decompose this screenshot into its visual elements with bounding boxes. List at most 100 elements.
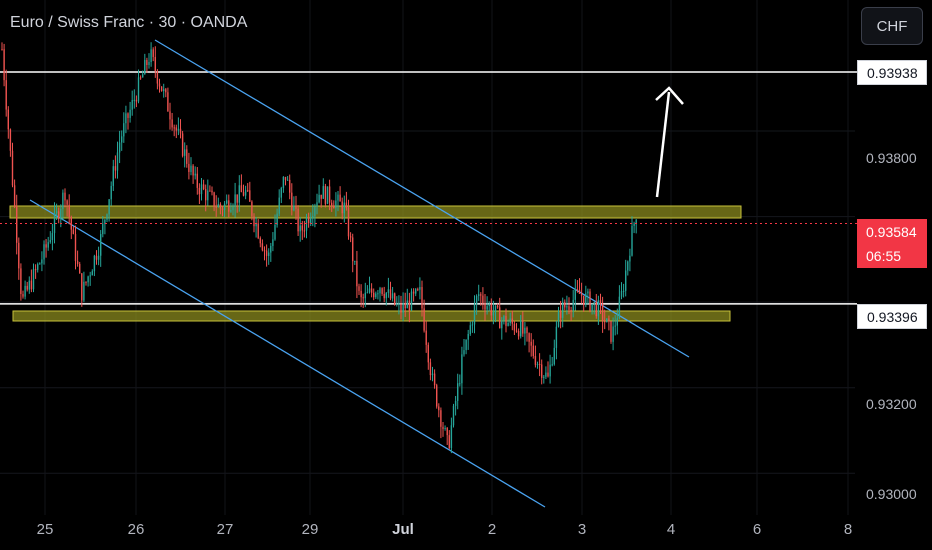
candle-body (129, 109, 131, 118)
candle-body (463, 350, 465, 355)
candle-body (116, 152, 119, 171)
candle-body (16, 206, 18, 243)
candle-body (589, 291, 591, 311)
resistance-price-badge: 0.93938 (857, 60, 927, 85)
candle-body (417, 289, 419, 291)
candle-body (545, 372, 547, 377)
candle-body (515, 330, 518, 332)
candle-body (255, 223, 257, 227)
candle-body (114, 166, 117, 171)
candle-body (47, 242, 49, 248)
candle-body (385, 292, 387, 299)
candle-body (265, 250, 268, 256)
currency-button[interactable]: CHF (861, 7, 923, 45)
candle-body (238, 185, 240, 203)
candle-body (490, 304, 492, 316)
candle-body (268, 252, 270, 256)
candle-body (64, 192, 66, 201)
candle-body (452, 405, 455, 426)
candle-body (354, 260, 356, 262)
candle-body (461, 354, 463, 384)
candle-body (616, 318, 618, 326)
candle-body (505, 316, 507, 326)
candle-body (379, 288, 381, 294)
candle-body (169, 111, 171, 120)
candle-body (26, 285, 28, 290)
descending-channel[interactable] (29, 39, 690, 508)
candle-body (564, 302, 566, 308)
candle-body (104, 219, 106, 224)
candle-body (555, 326, 558, 348)
candle-body (478, 294, 480, 296)
candle-body (272, 239, 274, 246)
x-tick-label: 6 (752, 521, 762, 538)
candle-body (576, 289, 579, 291)
candle-body (310, 218, 312, 224)
candle-body (391, 293, 394, 299)
candle-body (133, 99, 135, 101)
candle-body (1, 49, 3, 51)
candle-body (536, 363, 539, 365)
candle-body (123, 123, 125, 137)
candle-body (599, 300, 602, 304)
up-arrow-annotation[interactable] (655, 86, 684, 198)
channel-lower-line (29, 199, 546, 508)
resistance-zone (9, 205, 742, 219)
candle-body (436, 385, 438, 407)
candle-body (240, 185, 243, 193)
candle-body (74, 234, 77, 261)
candle-body (593, 301, 595, 304)
candle-body (223, 203, 226, 211)
candle-body (202, 184, 205, 190)
horizontal-levels (0, 71, 857, 305)
candle-body (532, 345, 534, 356)
candle-body (303, 230, 306, 232)
candle-body (469, 325, 471, 334)
candle-body (72, 229, 75, 235)
candle-body (79, 263, 81, 274)
candle-body (513, 323, 516, 331)
candle-body (387, 289, 390, 293)
candle-body (274, 224, 276, 240)
candle-body (95, 255, 98, 260)
candle-body (146, 60, 148, 66)
candle-body (247, 190, 249, 192)
candle-body (236, 194, 238, 203)
candle-body (622, 290, 625, 292)
candle-body (499, 307, 501, 329)
x-tick-label: Jul (392, 521, 414, 538)
candle-body (85, 281, 87, 283)
x-tick-label: 2 (487, 521, 497, 538)
candle-body (559, 311, 562, 318)
candle-body (343, 202, 345, 214)
candle-body (58, 211, 60, 219)
candle-body (154, 56, 156, 72)
candle-body (93, 255, 96, 272)
candle-body (492, 312, 495, 316)
x-tick-label: 26 (127, 521, 145, 538)
candle-body (68, 204, 70, 218)
candle-body (526, 327, 528, 334)
candle-body (232, 207, 234, 211)
candle-body (297, 208, 299, 232)
candle-body (307, 218, 310, 224)
candle-body (49, 240, 51, 243)
candle-body (421, 287, 423, 309)
candle-body (62, 192, 64, 209)
support-price-badge: 0.93396 (857, 304, 927, 329)
candle-body (219, 204, 222, 209)
candle-body (253, 216, 255, 227)
candle-body (150, 49, 152, 63)
candle-body (209, 190, 211, 192)
candle-body (110, 185, 112, 200)
candle-body (610, 321, 612, 342)
candle-body (549, 364, 551, 377)
arrow-shaft (655, 91, 671, 198)
candle-body (127, 113, 129, 118)
y-tick-label: 0.93000 (866, 486, 917, 502)
candle-body (534, 355, 537, 365)
candle-body (179, 128, 182, 134)
candle-body (448, 435, 450, 448)
candle-body (173, 127, 175, 129)
